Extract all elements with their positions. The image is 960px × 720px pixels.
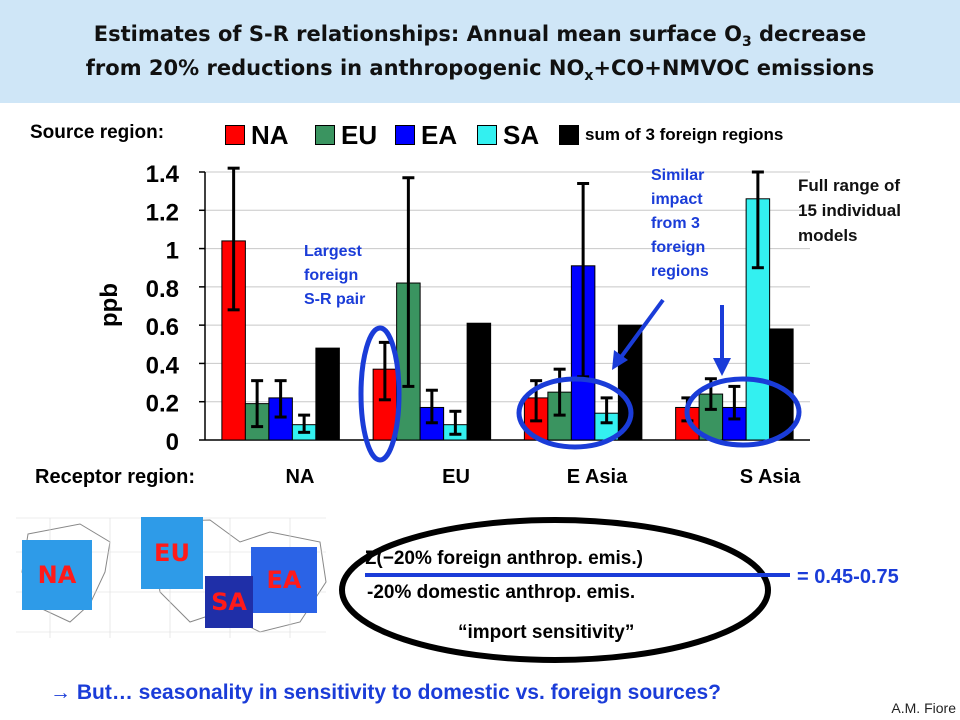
y-tick-label: 0 bbox=[166, 429, 179, 456]
receptor-region-label: Receptor region: bbox=[35, 466, 196, 488]
y-tick-label: 0.6 bbox=[146, 314, 179, 341]
annotation-line: regions bbox=[651, 263, 709, 280]
legend-swatch bbox=[395, 125, 415, 145]
author-credit: A.M. Fiore bbox=[891, 700, 956, 716]
source-region-label: Source region: bbox=[30, 122, 165, 143]
legend-swatch bbox=[225, 125, 245, 145]
legend-swatch bbox=[315, 125, 335, 145]
bar-sum-1 bbox=[466, 322, 492, 441]
map-region-na: NA bbox=[22, 540, 92, 610]
y-tick-label: 1.2 bbox=[146, 199, 179, 226]
legend-item-4: sum of 3 foreign regions bbox=[559, 121, 783, 149]
title-banner: Estimates of S-R relationships: Annual m… bbox=[0, 0, 960, 103]
formula-denominator: -20% domestic anthrop. emis. bbox=[367, 582, 636, 603]
category-label: NA bbox=[285, 466, 315, 488]
footer-question: → But… seasonality in sensitivity to dom… bbox=[50, 681, 722, 704]
bar-sum-0 bbox=[315, 347, 340, 441]
highlight-ellipse-eu bbox=[358, 325, 402, 463]
legend-label: EU bbox=[341, 119, 378, 150]
annotation-similar-impact: Similar impact from 3 foreign regions bbox=[651, 164, 709, 284]
annotation-line: foreign bbox=[304, 267, 359, 284]
formula-result: = 0.45-0.75 bbox=[797, 566, 899, 588]
annotation-line: from 3 bbox=[651, 215, 700, 232]
annotation-line: models bbox=[798, 226, 858, 245]
formula-caption: “import sensitivity” bbox=[458, 622, 635, 643]
y-tick-label: 1 bbox=[166, 238, 179, 265]
category-label: E Asia bbox=[566, 466, 628, 488]
legend-item-3: SA bbox=[477, 119, 540, 150]
annotation-full-range: Full range of 15 individual models bbox=[798, 173, 901, 248]
highlight-ellipse-sasia bbox=[684, 376, 802, 448]
formula-numerator: Σ(−20% foreign anthrop. emis.) bbox=[365, 548, 643, 569]
y-tick-label: 0.8 bbox=[146, 276, 179, 303]
annotation-line: Similar bbox=[651, 167, 705, 184]
legend-item-0: NA bbox=[225, 119, 289, 150]
highlight-ellipse-easia bbox=[516, 376, 634, 450]
annotation-line: impact bbox=[651, 191, 703, 208]
title-line-2: from 20% reductions in anthropogenic NOx… bbox=[85, 56, 875, 85]
annotation-line: foreign bbox=[651, 239, 706, 256]
y-tick-label: 1.4 bbox=[146, 161, 180, 188]
arrow-head-sasia bbox=[713, 358, 731, 376]
arrow-shaft-easia bbox=[617, 298, 665, 362]
legend-swatch bbox=[477, 125, 497, 145]
annotation-line: Full range of bbox=[798, 176, 900, 195]
map-region-sa: SA bbox=[205, 576, 253, 628]
category-label: S Asia bbox=[739, 466, 801, 488]
y-tick-label: 0.2 bbox=[146, 391, 179, 418]
legend-swatch bbox=[559, 125, 579, 145]
arrow-head-easia bbox=[612, 350, 628, 370]
legend-label: NA bbox=[251, 119, 289, 150]
legend-label: sum of 3 foreign regions bbox=[585, 125, 784, 144]
legend-label: EA bbox=[421, 119, 458, 150]
annotation-line: S-R pair bbox=[304, 291, 366, 308]
map-region-eu: EU bbox=[141, 517, 203, 589]
legend-item-2: EA bbox=[395, 119, 458, 150]
legend-label: SA bbox=[503, 119, 540, 150]
category-label: EU bbox=[442, 466, 470, 488]
annotation-largest-pair: Largest foreign S-R pair bbox=[304, 240, 365, 312]
annotation-line: 15 individual bbox=[798, 201, 901, 220]
title-line-1: Estimates of S-R relationships: Annual m… bbox=[93, 22, 867, 51]
map-region-ea: EA bbox=[251, 547, 317, 613]
annotation-line: Largest bbox=[304, 243, 362, 260]
y-tick-label: 0.4 bbox=[146, 352, 180, 379]
legend-item-1: EU bbox=[315, 119, 378, 150]
y-axis-label: ppb bbox=[96, 283, 123, 327]
